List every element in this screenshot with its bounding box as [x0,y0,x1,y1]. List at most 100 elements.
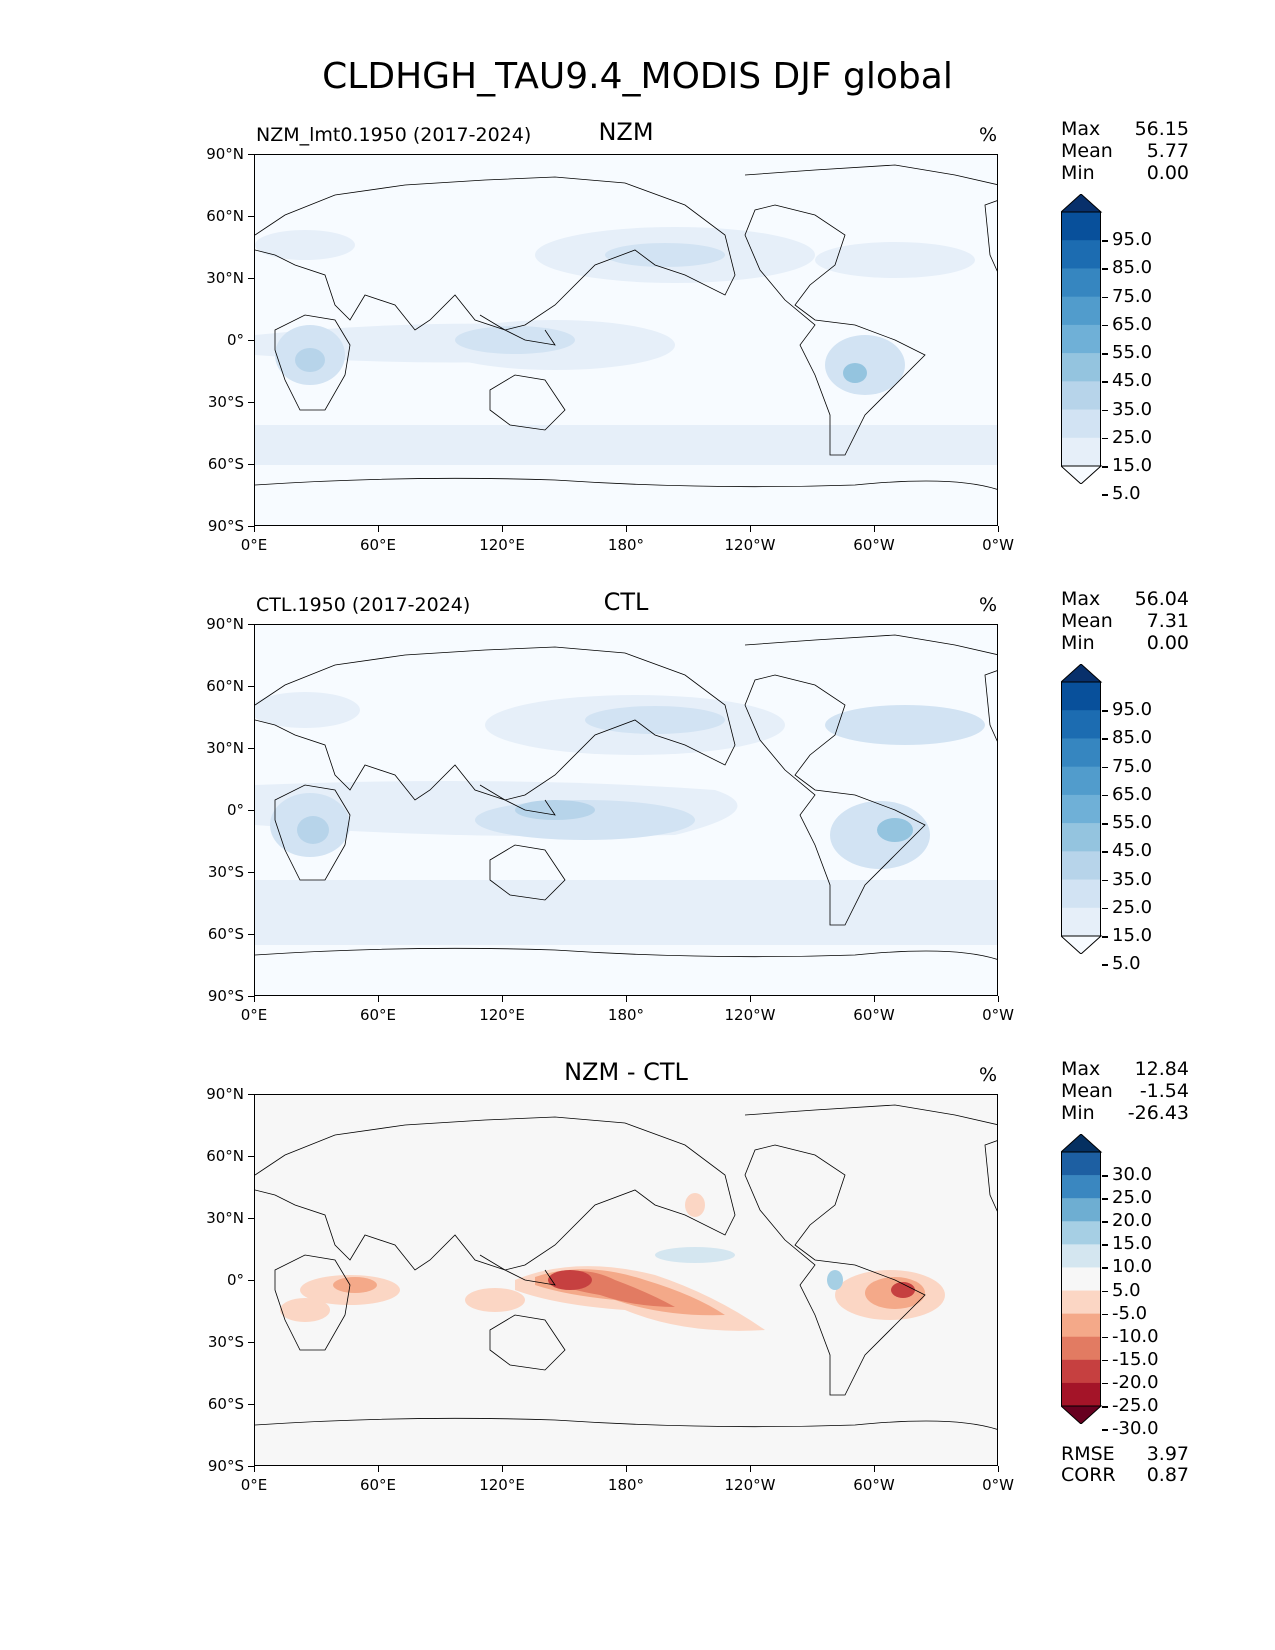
y-tick [248,623,254,625]
colorbar-label: 5.0 [1112,1279,1141,1301]
y-tick-label: 60°S [207,1395,244,1413]
colorbar-tick [1102,794,1108,797]
warm-pool-anomaly-core [548,1270,592,1290]
x-tick [253,1466,255,1472]
x-tick-label: 120°W [724,536,776,554]
warm-pool-core [515,800,595,820]
colorbar-tick [1102,1290,1108,1293]
y-tick [248,1155,254,1157]
colorbar-extend-top [1061,664,1103,683]
error-label: CORR [1061,1464,1116,1486]
colorbar-label: 10.0 [1112,1256,1153,1278]
units-label: % [979,124,998,146]
x-tick [501,1466,503,1472]
colorbar-tick [1102,466,1108,468]
x-tick [625,526,627,532]
colorbar-segment [1061,1175,1101,1199]
x-tick-label: 0°E [240,1476,268,1494]
coastlines [255,634,997,960]
stat-label: Max [1061,588,1101,610]
pacific-storm-core [585,706,725,734]
europe-cloud [255,230,355,260]
colorbar-tick [1102,494,1108,496]
colorbar-tick [1102,907,1108,910]
colorbar-tick [1102,936,1108,938]
colorbar-label: 65.0 [1112,783,1153,805]
y-tick [248,463,254,465]
colorbar-segment [1061,1313,1101,1338]
colorbar-tick [1102,437,1108,440]
x-tick [997,526,999,532]
colorbar-segment [1061,296,1101,326]
south-africa-anomaly [280,1298,330,1322]
stat-value: -26.43 [1127,1102,1189,1124]
map-plot [254,624,998,996]
colorbar-segment [1061,682,1101,711]
colorbar-label: -30.0 [1112,1418,1159,1440]
y-tick-label: 0° [226,801,244,819]
y-tick [248,995,254,997]
x-tick-label: 120°W [724,1006,776,1024]
colorbar-tick [1102,1313,1108,1316]
x-tick-label: 180° [607,536,645,554]
y-tick [248,1341,254,1343]
colorbar-tick [1102,964,1108,966]
colorbar-segment [1061,1152,1101,1176]
colorbar-segment [1061,409,1101,439]
x-tick-label: 120°W [724,1476,776,1494]
stats-box: Max 12.84 Mean -1.54 Min -26.43 [1061,1058,1189,1124]
colorbar-segment [1061,1267,1101,1292]
storm-track-band [255,425,997,465]
colorbar-tick [1102,823,1108,825]
colorbar-segment [1061,1244,1101,1268]
europe-cloud [255,692,360,728]
colorbar-tick [1102,710,1108,712]
x-tick [873,996,875,1002]
x-tick [749,996,751,1002]
colorbar-label: 35.0 [1112,868,1153,890]
stat-value: 7.31 [1146,610,1189,632]
colorbar-segment [1061,879,1101,909]
y-tick [248,809,254,811]
y-tick [248,277,254,279]
x-tick-label: 180° [607,1476,645,1494]
colorbar-label: 45.0 [1112,370,1153,392]
north-pacific-anomaly [685,1193,705,1217]
colorbar-tick [1102,1267,1108,1269]
x-tick-label: 120°E [479,536,525,554]
colorbar-extend-bottom [1061,1405,1103,1424]
colorbar-segment [1061,1382,1101,1407]
y-tick [248,153,254,155]
x-tick [377,526,379,532]
amazon-cloud-core [877,818,913,842]
colorbar-label: 5.0 [1112,953,1141,975]
colorbar-tick [1102,1221,1108,1223]
colorbar-label: 55.0 [1112,342,1153,364]
amazon-cloud-core [843,363,867,383]
y-tick-label: 90°S [207,517,244,535]
panel-difference: NZM - CTL % Max 12.84 Mean -1.54 Min -26.43 [0,940,1275,1494]
y-tick-label: 30°N [206,269,244,287]
x-tick [749,1466,751,1472]
colorbar-segment [1061,240,1101,269]
coastlines [255,164,997,490]
colorbar-label: 95.0 [1112,699,1153,721]
y-tick [248,1279,254,1281]
x-tick [997,996,999,1002]
colorbar-tick [1102,851,1108,853]
colorbar-frame [1061,1151,1101,1407]
colorbar-label: 55.0 [1112,812,1153,834]
x-tick-label: 0°E [240,536,268,554]
map-svg [255,1095,997,1465]
colorbar-label: 25.0 [1112,426,1153,448]
y-tick [248,1403,254,1405]
africa-cloud-core [295,348,325,372]
x-tick [501,526,503,532]
map-plot [254,154,998,526]
y-tick-label: 30°S [207,393,244,411]
x-tick-label: 0°W [982,536,1014,554]
colorbar-tick [1102,409,1108,412]
stat-value: 5.77 [1146,140,1189,162]
x-tick [625,996,627,1002]
colorbar-segment [1061,1290,1101,1315]
